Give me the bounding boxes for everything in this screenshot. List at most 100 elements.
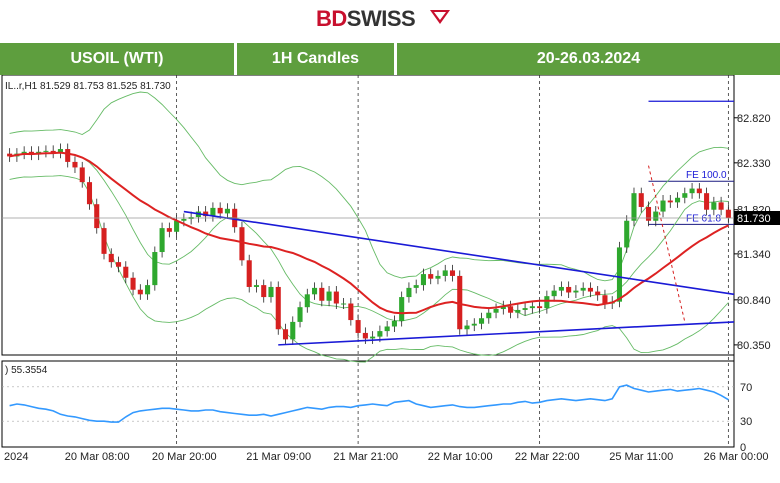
header-divider [394,43,397,75]
candle-body [341,303,347,305]
candle-body [94,204,100,229]
candle-body [115,262,122,267]
candle-body [537,306,543,309]
candle-body [7,153,13,157]
candle-body [449,270,456,276]
candle-body [689,188,695,194]
candle-body [624,220,630,248]
candle-body [522,308,528,310]
mid-band-line [9,152,729,322]
x-tick-label: 26 Mar 00:00 [704,451,769,463]
x-tick-label: 20 Mar 08:00 [65,451,130,463]
candle-body [413,285,419,288]
fib-level-label: FE 61.8 [686,213,721,224]
timeframe-label: 1H Candles [237,43,394,75]
candle-body [573,290,579,293]
candle-body [217,207,223,214]
y-tick-label: 82.820 [737,113,771,125]
candle-body [558,286,564,291]
x-tick-label: 2024 [4,451,28,463]
candle-body [72,161,78,168]
moving-average-line [9,151,729,315]
candle-body [602,295,608,304]
candle-body [355,320,361,333]
candle-body [174,220,180,232]
candle-body [711,202,717,210]
x-tick-label: 21 Mar 21:00 [333,451,398,463]
candle-body [551,290,557,297]
candle-body [275,286,281,330]
candle-body [428,274,434,279]
flag-icon [430,10,450,24]
candle-body [660,200,666,212]
main-pane-frame [1,75,735,356]
brand-logo: BDSWISS [0,0,780,42]
candle-body [137,289,143,295]
candle-body [203,211,209,217]
candle-body [544,296,550,309]
candle-body [704,193,710,210]
candle-body [239,227,245,261]
candle-body [101,228,107,254]
candle-body [478,318,485,324]
current-price-label: 81.730 [737,213,771,225]
candle-body [725,209,731,218]
candle-body [529,306,535,309]
candle-body [268,286,274,298]
candle-body [442,270,448,276]
candle-body [21,151,27,154]
candle-body [471,323,477,326]
candle-body [57,149,63,153]
y-tick-label: 80.840 [737,295,771,307]
y-tick-label: 82.330 [737,158,771,170]
candle-body [290,321,296,340]
candle-body [159,228,165,253]
x-tick-label: 21 Mar 09:00 [246,451,311,463]
candle-body [391,320,397,327]
fib-level-label: FE 100.0 [686,170,727,181]
indicator-tick-label: 70 [740,382,752,394]
candle-body [123,266,129,278]
candle-body [638,193,644,207]
candle-body [348,303,354,321]
candle-body [65,149,71,162]
candle-body [493,309,499,313]
candle-body [384,326,390,332]
candle-body [406,287,412,298]
candle-body [486,312,492,319]
candle-body [166,228,172,232]
candle-body [312,287,318,295]
candle-body [595,291,601,296]
candle-body [319,287,325,301]
symbol-label: USOIL (WTI) [0,43,234,75]
current-price-badge [734,211,780,225]
candle-body [616,247,623,302]
brand-wordmark: BDSWISS [316,6,416,32]
indicator-line [9,384,729,423]
candle-body [667,200,673,203]
y-tick-label: 80.350 [737,340,771,352]
header-divider [234,43,237,75]
candle-body [587,287,593,292]
chart-header: USOIL (WTI) 1H Candles 20-26.03.2024 [0,43,780,75]
candle-body [435,275,441,279]
candle-body [304,294,310,308]
candle-body [145,285,151,295]
candle-body [50,150,56,153]
date-range-label: 20-26.03.2024 [397,43,780,75]
candle-body [718,202,724,210]
candle-body [43,150,49,152]
candle-body [253,285,260,287]
candle-body [181,218,187,221]
x-tick-label: 25 Mar 11:00 [609,451,673,463]
candle-body [130,277,136,290]
x-tick-label: 22 Mar 10:00 [428,451,493,463]
indicator-tick-label: 30 [740,416,752,428]
candle-body [377,331,383,337]
brand-name-part2: SWISS [346,6,416,31]
projection-line [648,165,686,323]
candle-body [333,291,339,304]
candle-body [696,188,702,194]
candle-body [224,208,230,214]
candle-body [326,291,332,301]
